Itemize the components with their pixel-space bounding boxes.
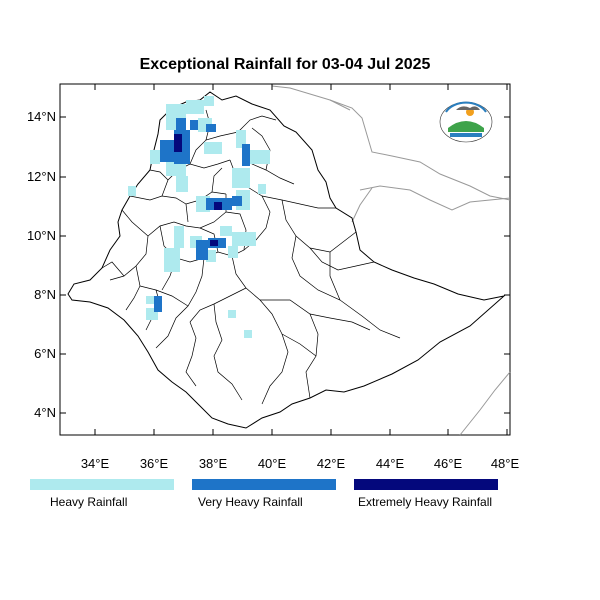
x-tick-label: 36°E [140, 456, 169, 471]
x-tick-label: 40°E [258, 456, 287, 471]
x-tick-label: 42°E [317, 456, 346, 471]
y-axis-labels: 14°N 12°N 10°N 8°N 6°N 4°N [27, 109, 56, 420]
x-tick-label: 46°E [434, 456, 463, 471]
map-title: Exceptional Rainfall for 03-04 Jul 2025 [139, 56, 431, 73]
ethiopia-outline [67, 91, 506, 429]
very-heavy-rainfall-cells [154, 118, 250, 312]
axis-ticks [60, 84, 510, 435]
neighbor-borders [271, 85, 511, 436]
legend-label-heavy: Heavy Rainfall [50, 495, 128, 509]
x-tick-label: 34°E [81, 456, 110, 471]
x-tick-label: 44°E [376, 456, 405, 471]
plot-frame [59, 83, 511, 436]
legend-swatch-heavy [30, 479, 174, 490]
x-axis-labels: 34°E 36°E 38°E 40°E 42°E 44°E 46°E 48°E [81, 456, 520, 471]
legend-label-extreme: Extremely Heavy Rainfall [358, 495, 493, 509]
y-tick-label: 14°N [27, 109, 56, 124]
heavy-rainfall-cells [128, 96, 270, 338]
y-tick-label: 10°N [27, 228, 56, 243]
x-tick-label: 48°E [491, 456, 520, 471]
y-tick-label: 6°N [34, 346, 56, 361]
x-tick-label: 38°E [199, 456, 228, 471]
legend-swatch-extreme [354, 479, 498, 490]
y-tick-label: 4°N [34, 405, 56, 420]
y-tick-label: 12°N [27, 169, 56, 184]
rainfall-cells [128, 96, 270, 338]
legend-label-very-heavy: Very Heavy Rainfall [198, 495, 303, 509]
legend-swatch-very-heavy [192, 479, 336, 490]
y-tick-label: 8°N [34, 287, 56, 302]
meteorology-institute-logo-icon [439, 101, 493, 143]
extreme-rainfall-cells [174, 134, 222, 246]
